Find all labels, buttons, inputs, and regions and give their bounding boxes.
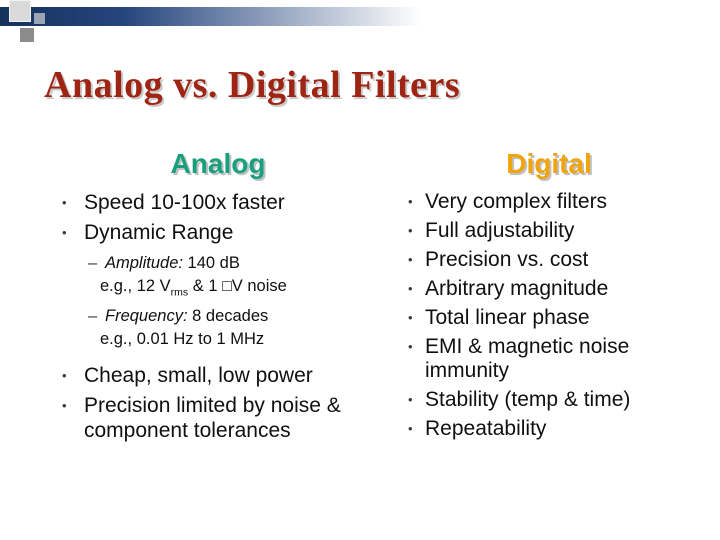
digital-bullet-item: • EMI & magnetic noise immunity: [398, 335, 700, 383]
dash-icon: –: [88, 307, 98, 326]
sub-label: Amplitude:: [105, 254, 183, 272]
example-text: e.g., 12 Vrms & 1 □V noise: [100, 277, 287, 299]
digital-column: Digital • Very complex filters • Full ad…: [398, 148, 700, 446]
missing-glyph-box: □: [222, 278, 232, 295]
digital-bullet-item: • Stability (temp & time): [398, 388, 700, 412]
bullet-icon: •: [408, 194, 413, 209]
bullet-icon: •: [62, 225, 67, 240]
bullet-icon: •: [408, 252, 413, 267]
digital-bullet-text: EMI & magnetic noise immunity: [425, 335, 630, 382]
bullet-icon: •: [408, 421, 413, 436]
digital-bullet-text: Arbitrary magnitude: [425, 277, 609, 300]
digital-bullet-item: • Total linear phase: [398, 306, 700, 330]
digital-bullet-item: • Repeatability: [398, 417, 700, 441]
analog-bullet-text: Dynamic Range: [84, 221, 234, 244]
dash-icon: –: [88, 254, 98, 272]
sub-label: Frequency:: [105, 307, 188, 326]
analog-column: Analog • Speed 10-100x faster • Dynamic …: [42, 148, 394, 448]
digital-bullet-item: • Arbitrary magnitude: [398, 277, 700, 301]
analog-sub-bullet-item: – Frequency: 8 decades: [42, 306, 394, 327]
analog-example-line: e.g., 12 Vrms & 1 □V noise: [42, 276, 394, 303]
sub-rest: 8 decades: [187, 307, 269, 326]
analog-bullet-text: Cheap, small, low power: [84, 364, 313, 388]
bullet-icon: •: [408, 392, 413, 407]
bullet-icon: •: [408, 310, 413, 325]
digital-bullet-text: Full adjustability: [425, 219, 575, 242]
analog-sub-bullet-item: – Amplitude: 140 dB: [42, 253, 394, 274]
analog-bullet-item: • Dynamic Range: [42, 220, 394, 245]
digital-bullet-text: Stability (temp & time): [425, 388, 631, 411]
bullet-icon: •: [62, 368, 67, 384]
bullet-icon: •: [62, 398, 67, 414]
digital-bullet-item: • Very complex filters: [398, 190, 700, 214]
digital-bullet-text: Total linear phase: [425, 306, 590, 329]
analog-column-header: Analog: [170, 148, 266, 179]
digital-bullet-item: • Precision vs. cost: [398, 248, 700, 272]
top-gradient-bar: [0, 7, 434, 26]
bullet-icon: •: [408, 281, 413, 296]
analog-bullet-text: Precision limited by noise & component t…: [84, 394, 341, 443]
analog-example-line: e.g., 0.01 Hz to 1 MHz: [42, 329, 394, 350]
analog-sub-bullet-text: Amplitude: 140 dB: [105, 253, 394, 274]
digital-column-header: Digital: [506, 148, 592, 179]
analog-bullet-item: • Precision limited by noise & component…: [42, 393, 394, 443]
analog-sub-bullet-text: Frequency: 8 decades: [105, 306, 394, 327]
example-text: e.g., 0.01 Hz to 1 MHz: [100, 330, 265, 349]
digital-bullet-text: Very complex filters: [425, 190, 608, 213]
slide-title: Analog vs. Digital Filters: [44, 64, 461, 106]
bullet-icon: •: [408, 339, 413, 354]
sub-rest: 140 dB: [182, 254, 240, 272]
digital-bullet-text: Repeatability: [425, 417, 547, 440]
analog-bullet-item: • Speed 10-100x faster: [42, 190, 394, 215]
decor-square-dark: [20, 28, 34, 42]
decor-square-light: [9, 0, 31, 22]
analog-bullet-text: Speed 10-100x faster: [84, 191, 285, 214]
decor-square-mid: [34, 13, 45, 24]
digital-bullet-text: Precision vs. cost: [425, 248, 589, 271]
analog-bullet-item: • Cheap, small, low power: [42, 363, 394, 388]
bullet-icon: •: [62, 195, 67, 210]
bullet-icon: •: [408, 223, 413, 238]
subscript-rms: rms: [170, 286, 189, 299]
digital-bullet-item: • Full adjustability: [398, 219, 700, 243]
